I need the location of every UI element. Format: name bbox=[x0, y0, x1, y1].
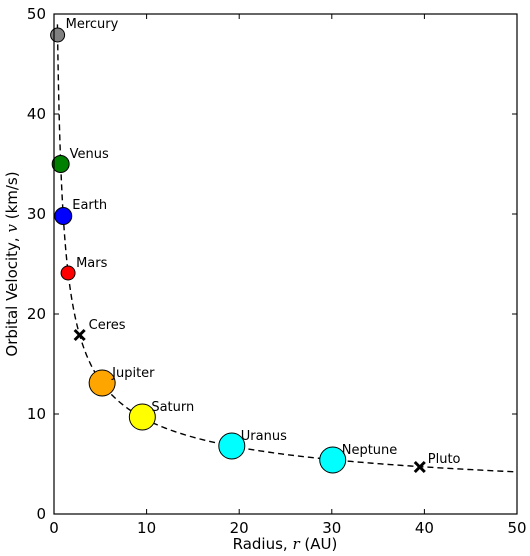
x-tick-label: 30 bbox=[322, 519, 341, 537]
point-saturn bbox=[128, 403, 156, 431]
x-tick-label: 20 bbox=[230, 519, 249, 537]
point-venus bbox=[51, 155, 70, 173]
y-tick-label: 10 bbox=[27, 405, 46, 423]
point-earth bbox=[54, 207, 73, 225]
label-ceres: Ceres bbox=[89, 318, 126, 333]
label-uranus: Uranus bbox=[241, 429, 287, 444]
x-axis-label-variable: r bbox=[292, 535, 300, 553]
x-tick-label: 40 bbox=[415, 519, 434, 537]
point-uranus bbox=[218, 432, 246, 460]
label-earth: Earth bbox=[72, 198, 107, 213]
y-axis-label: Orbital Velocity, v (km/s) bbox=[3, 171, 21, 356]
label-pluto: Pluto bbox=[428, 452, 461, 467]
y-tick-label: 0 bbox=[36, 505, 46, 523]
y-tick-label: 20 bbox=[27, 305, 46, 323]
point-mars bbox=[60, 265, 76, 281]
y-tick-label: 50 bbox=[27, 5, 46, 23]
label-mercury: Mercury bbox=[66, 17, 119, 32]
x-axis-label-prefix: Radius, bbox=[233, 535, 293, 553]
x-tick-label: 50 bbox=[507, 519, 526, 537]
point-neptune bbox=[319, 446, 347, 474]
y-axis-label-variable: v bbox=[3, 224, 21, 233]
y-axis-label-prefix: Orbital Velocity, bbox=[3, 233, 21, 357]
y-tick-label: 40 bbox=[27, 105, 46, 123]
point-mercury bbox=[50, 27, 66, 43]
x-marker-stroke bbox=[413, 460, 426, 474]
point-ceres bbox=[73, 328, 86, 342]
label-neptune: Neptune bbox=[342, 443, 398, 458]
x-axis-label: Radius, r (AU) bbox=[233, 535, 338, 553]
x-tick-label: 10 bbox=[137, 519, 156, 537]
fit-curve bbox=[56, 24, 515, 473]
x-axis-label-suffix: (AU) bbox=[300, 535, 338, 553]
y-axis-label-suffix: (km/s) bbox=[3, 171, 21, 224]
label-jupiter: Jupiter bbox=[111, 366, 155, 381]
point-pluto bbox=[413, 460, 426, 474]
x-marker-stroke bbox=[73, 328, 86, 342]
y-tick-label: 30 bbox=[27, 205, 46, 223]
label-saturn: Saturn bbox=[151, 400, 194, 415]
label-venus: Venus bbox=[70, 147, 109, 162]
point-jupiter bbox=[88, 369, 116, 397]
plot-area: 0 10 20 30 40 50 0 10 20 30 40 50 Mercury Venus Earth M… bbox=[27, 5, 527, 537]
plot-frame bbox=[53, 13, 518, 515]
x-tick-label: 0 bbox=[49, 519, 59, 537]
label-mars: Mars bbox=[76, 256, 108, 271]
